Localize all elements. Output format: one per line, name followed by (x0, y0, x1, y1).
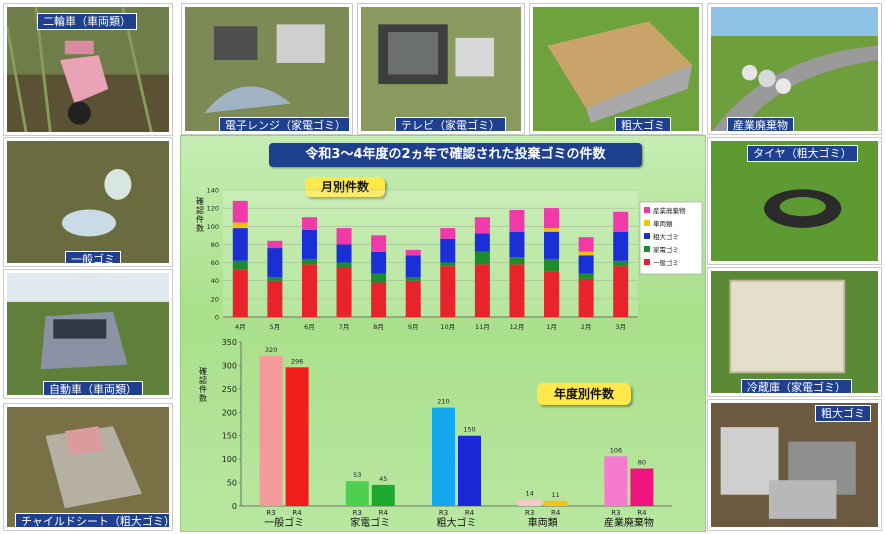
bulky-waste-illustration (711, 403, 878, 527)
chart-title: 令和3～4年度の2ヵ年で確認された投棄ゴミの件数 (269, 143, 642, 167)
photo-car: 自動車（車両類） (4, 270, 172, 398)
photo-bulky: 粗大ゴミ (708, 400, 881, 530)
photo-caption-motorbike: 二輪車（車両類） (37, 13, 137, 30)
microwave-illustration (185, 7, 349, 131)
photo-microwave: 電子レンジ（家電ゴミ） (182, 4, 352, 134)
chart-panel (180, 135, 706, 532)
photo-industrial: 産業廃棄物 (708, 4, 881, 134)
general-waste-illustration (7, 141, 169, 263)
childseat-illustration (7, 407, 169, 527)
photo-caption-fridge: 冷蔵庫（家電ゴミ） (741, 379, 852, 393)
riverbank-illustration (711, 7, 878, 131)
tv-illustration (361, 7, 521, 131)
photo-caption-industrial: 産業廃棄物 (727, 117, 794, 131)
car-illustration (7, 273, 169, 395)
annual-badge: 年度別件数 (537, 383, 631, 405)
photo-caption-childseat: チャイルドシート（粗大ゴミ） (15, 513, 169, 527)
photo-caption-general: 一般ゴミ (65, 251, 121, 263)
photo-tv: テレビ（家電ゴミ） (358, 4, 524, 134)
photo-fridge: 冷蔵庫（家電ゴミ） (708, 268, 881, 396)
monthly-badge: 月別件数 (305, 177, 385, 197)
photo-caption-car: 自動車（車両類） (43, 381, 143, 395)
photo-childseat: チャイルドシート（粗大ゴミ） (4, 404, 172, 530)
photo-caption-tv: テレビ（家電ゴミ） (395, 117, 506, 131)
photo-caption-microwave: 電子レンジ（家電ゴミ） (219, 117, 349, 131)
photo-general: 一般ゴミ (4, 138, 172, 266)
photo-caption-bulky: 粗大ゴミ (815, 405, 871, 422)
photo-motorbike: 二輪車（車両類） (4, 4, 172, 135)
sink-illustration (533, 7, 699, 131)
photo-caption-sink: 粗大ゴミ (615, 117, 671, 131)
photo-caption-tire: タイヤ（粗大ゴミ） (747, 145, 858, 162)
fridge-illustration (711, 271, 878, 393)
photo-tire: タイヤ（粗大ゴミ） (708, 138, 881, 264)
photo-sink: 粗大ゴミ (530, 4, 702, 134)
